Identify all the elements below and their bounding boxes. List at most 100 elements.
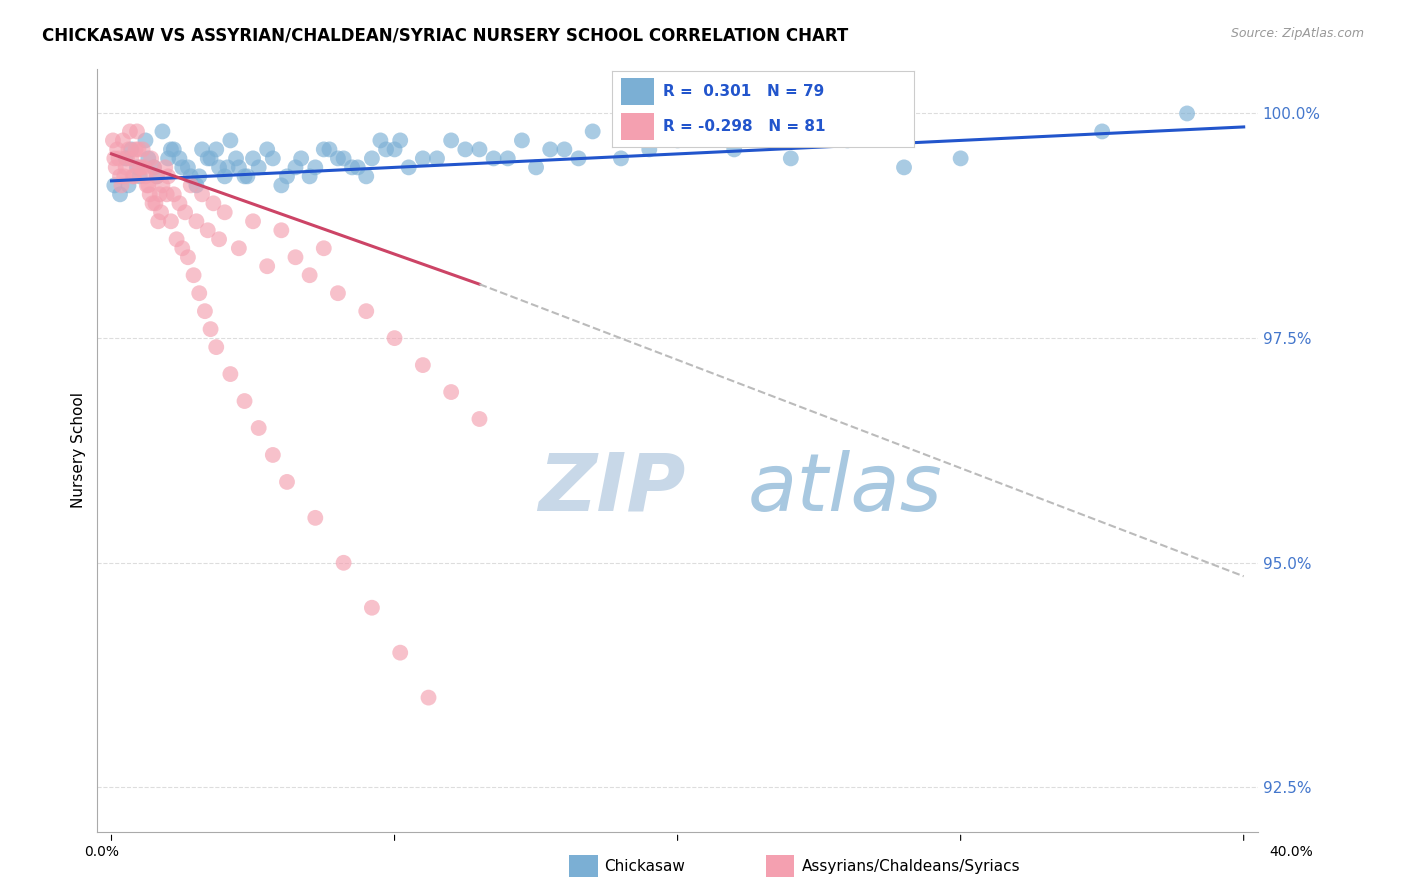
Point bbox=[191, 187, 214, 202]
Point bbox=[247, 421, 270, 435]
Point bbox=[214, 169, 236, 184]
Point bbox=[174, 205, 197, 219]
Point bbox=[134, 169, 156, 184]
Point bbox=[146, 169, 169, 184]
Point bbox=[105, 142, 128, 156]
Point bbox=[312, 241, 335, 255]
Point bbox=[468, 142, 491, 156]
Text: 0.0%: 0.0% bbox=[84, 845, 118, 859]
Point bbox=[1175, 106, 1198, 120]
Point bbox=[217, 161, 239, 175]
Point bbox=[186, 178, 208, 193]
Point bbox=[145, 196, 167, 211]
Point bbox=[186, 214, 208, 228]
Point bbox=[169, 152, 191, 166]
Point bbox=[354, 304, 377, 318]
Point bbox=[157, 169, 180, 184]
Point bbox=[233, 169, 256, 184]
Point bbox=[384, 142, 406, 156]
Point bbox=[346, 161, 368, 175]
Point bbox=[163, 142, 186, 156]
Point bbox=[538, 142, 561, 156]
Point bbox=[191, 142, 214, 156]
Point bbox=[148, 214, 170, 228]
Point bbox=[194, 304, 217, 318]
Point bbox=[121, 169, 143, 184]
Point bbox=[172, 161, 194, 175]
Point bbox=[169, 196, 191, 211]
Point bbox=[304, 511, 326, 525]
Point bbox=[183, 268, 205, 283]
Point bbox=[228, 161, 250, 175]
Text: Source: ZipAtlas.com: Source: ZipAtlas.com bbox=[1230, 27, 1364, 40]
Point bbox=[219, 133, 242, 147]
Point bbox=[110, 178, 132, 193]
Point bbox=[638, 142, 661, 156]
Point bbox=[304, 161, 326, 175]
Point bbox=[163, 187, 186, 202]
Point bbox=[426, 152, 449, 166]
Point bbox=[326, 152, 349, 166]
Point bbox=[236, 169, 259, 184]
Point bbox=[197, 223, 219, 237]
Point bbox=[290, 152, 312, 166]
Point bbox=[114, 152, 136, 166]
Point bbox=[256, 259, 278, 273]
Text: Chickasaw: Chickasaw bbox=[605, 859, 686, 873]
Point bbox=[132, 161, 155, 175]
Point bbox=[496, 152, 519, 166]
Point bbox=[150, 205, 173, 219]
Point bbox=[118, 124, 141, 138]
Point bbox=[440, 133, 463, 147]
Point bbox=[412, 152, 434, 166]
Text: Assyrians/Chaldeans/Syriacs: Assyrians/Chaldeans/Syriacs bbox=[801, 859, 1019, 873]
Point bbox=[143, 161, 166, 175]
Point bbox=[208, 161, 231, 175]
Point bbox=[177, 161, 200, 175]
Point bbox=[114, 161, 136, 175]
Point bbox=[298, 268, 321, 283]
Point bbox=[111, 133, 134, 147]
Point bbox=[108, 187, 131, 202]
Point bbox=[101, 133, 124, 147]
Point bbox=[398, 161, 420, 175]
Point bbox=[949, 152, 972, 166]
Point bbox=[188, 286, 211, 301]
Point bbox=[139, 152, 162, 166]
Point bbox=[219, 367, 242, 381]
Point bbox=[208, 232, 231, 246]
Point bbox=[120, 142, 142, 156]
Point bbox=[136, 178, 159, 193]
Point bbox=[131, 142, 153, 156]
Point bbox=[152, 178, 174, 193]
Point bbox=[312, 142, 335, 156]
Point bbox=[256, 142, 278, 156]
Text: CHICKASAW VS ASSYRIAN/CHALDEAN/SYRIAC NURSERY SCHOOL CORRELATION CHART: CHICKASAW VS ASSYRIAN/CHALDEAN/SYRIAC NU… bbox=[42, 27, 848, 45]
Point bbox=[389, 646, 412, 660]
Point bbox=[233, 394, 256, 409]
Point bbox=[666, 133, 689, 147]
Point bbox=[276, 475, 298, 489]
Point bbox=[228, 241, 250, 255]
Point bbox=[214, 205, 236, 219]
Point bbox=[115, 152, 138, 166]
Point bbox=[117, 178, 139, 193]
Point bbox=[124, 142, 146, 156]
Point bbox=[107, 152, 129, 166]
Point bbox=[270, 178, 292, 193]
Point bbox=[103, 152, 125, 166]
Point bbox=[361, 600, 384, 615]
Y-axis label: Nursery School: Nursery School bbox=[72, 392, 86, 508]
Point bbox=[567, 152, 589, 166]
Point bbox=[136, 152, 159, 166]
Point bbox=[510, 133, 533, 147]
Point bbox=[837, 133, 859, 147]
Point bbox=[284, 161, 307, 175]
Point bbox=[177, 250, 200, 264]
Point bbox=[128, 169, 150, 184]
Point bbox=[152, 124, 174, 138]
Point bbox=[205, 340, 228, 354]
Point bbox=[384, 331, 406, 345]
Point bbox=[197, 152, 219, 166]
Point bbox=[157, 152, 180, 166]
